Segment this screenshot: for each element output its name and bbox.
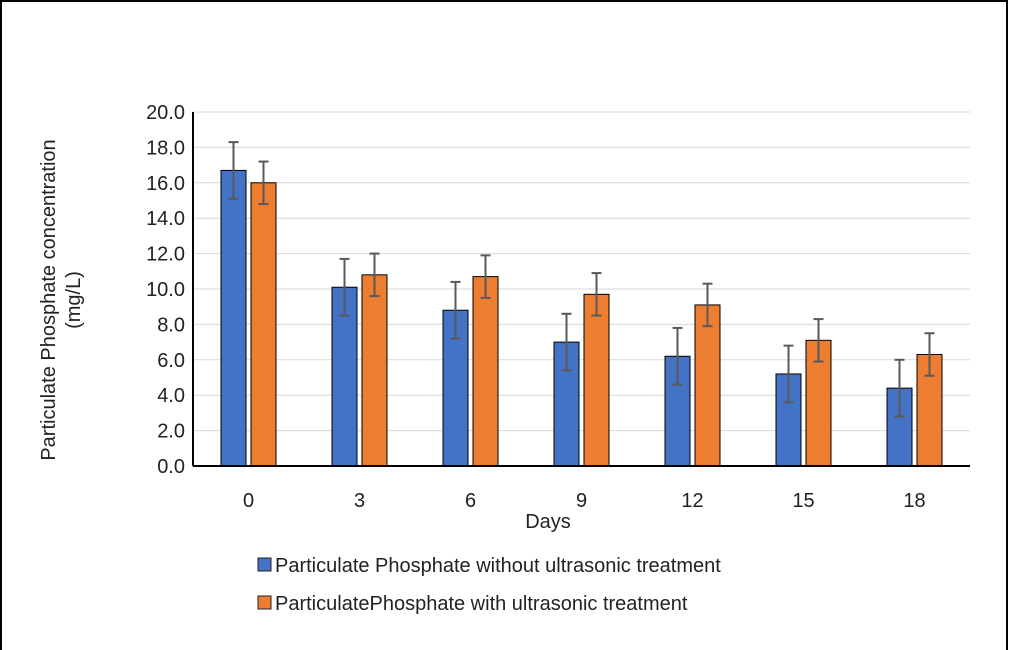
y-tick-label: 2.0 (157, 421, 185, 443)
error-bar (450, 280, 461, 340)
legend-swatch-without (257, 557, 272, 572)
y-axis-label-line1: Particulate Phosphate concentration (38, 139, 60, 460)
y-tick-label: 6.0 (157, 350, 185, 372)
x-tick-label: 15 (792, 490, 814, 512)
error-bar (894, 358, 905, 418)
x-tick-label: 18 (903, 490, 925, 512)
legend-item-with: ParticulatePhosphate with ultrasonic tre… (257, 593, 688, 615)
y-tick-label: 20.0 (146, 102, 185, 124)
gridlines (193, 111, 970, 432)
legend: Particulate Phosphate without ultrasonic… (257, 555, 721, 615)
error-bar (672, 326, 683, 386)
y-tick-label: 10.0 (146, 279, 185, 301)
error-bar (228, 141, 239, 200)
bar-with (583, 293, 610, 467)
y-tick-label: 18.0 (146, 137, 185, 159)
error-bar (702, 282, 713, 328)
error-bar (924, 332, 935, 377)
y-tick-label: 0.0 (157, 456, 185, 478)
y-tick-label: 12.0 (146, 244, 185, 266)
bar-with (361, 274, 388, 467)
y-tick-label: 4.0 (157, 385, 185, 407)
bar-with (250, 182, 277, 467)
error-bar (783, 344, 794, 404)
x-axis-label: Days (525, 511, 571, 533)
x-tick-label: 0 (243, 490, 254, 512)
error-bar (258, 160, 269, 206)
bar-without (220, 169, 247, 467)
error-bar (369, 252, 380, 298)
x-tick-label: 3 (354, 490, 365, 512)
legend-swatch-with (257, 595, 272, 610)
error-bar (339, 257, 350, 317)
legend-label-without: Particulate Phosphate without ultrasonic… (275, 555, 721, 577)
x-tick-label: 6 (465, 490, 476, 512)
legend-label-with: ParticulatePhosphate with ultrasonic tre… (275, 593, 688, 615)
y-tick-labels: 0.0 2.0 4.0 6.0 8.0 10.0 12.0 14.0 16.0 18.0 20.0 (146, 102, 185, 478)
error-bar (591, 272, 602, 317)
y-tick-label: 16.0 (146, 173, 185, 195)
error-bar (813, 318, 824, 363)
bar-with (472, 276, 499, 467)
y-tick-label: 8.0 (157, 314, 185, 336)
bar-with (694, 304, 721, 467)
error-bar (480, 254, 491, 299)
error-bars (228, 141, 935, 418)
y-tick-label: 14.0 (146, 208, 185, 230)
error-bar (561, 312, 572, 372)
y-axis-label-line2: (mg/L) (63, 271, 85, 329)
x-tick-label: 12 (681, 490, 703, 512)
x-tick-label: 9 (576, 490, 587, 512)
legend-item-without: Particulate Phosphate without ultrasonic… (257, 555, 721, 577)
x-tick-labels: 0 3 6 9 12 15 18 (243, 490, 926, 512)
